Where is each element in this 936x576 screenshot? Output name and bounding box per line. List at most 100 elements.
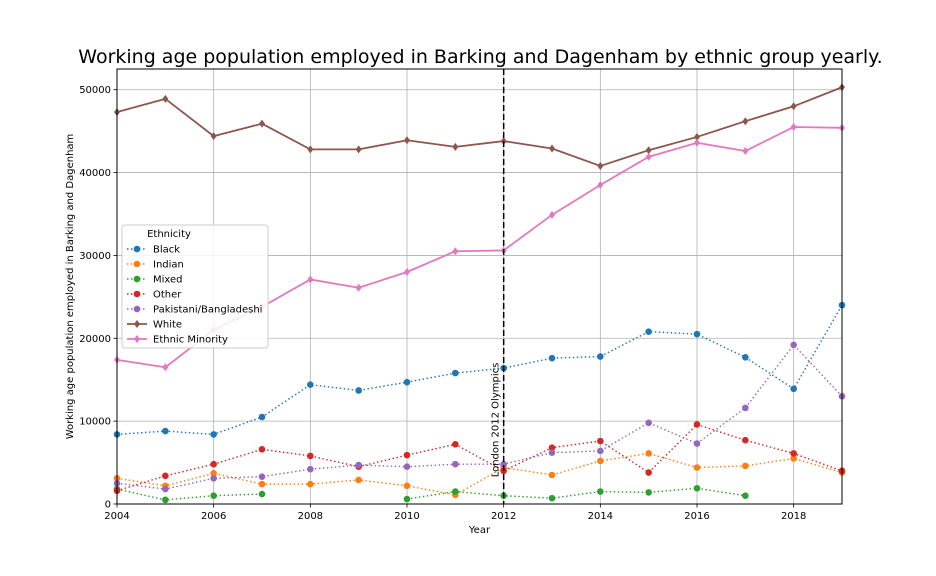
legend-item: Mixed	[127, 275, 183, 286]
data-point	[258, 473, 266, 480]
data-point	[258, 480, 266, 488]
x-tick-label: 2018	[781, 511, 806, 522]
data-point	[694, 138, 700, 147]
data-point	[694, 132, 700, 141]
y-axis-label: Working age population employed in Barki…	[65, 134, 76, 440]
data-point	[742, 117, 749, 126]
data-point	[133, 305, 141, 313]
series-line	[116, 304, 843, 436]
data-point	[549, 210, 555, 219]
data-point	[258, 446, 266, 453]
data-point	[307, 381, 314, 388]
data-point	[548, 444, 556, 451]
legend-item: Black	[127, 245, 180, 256]
legend-label: Other	[153, 290, 182, 301]
series-line	[116, 343, 843, 490]
data-point	[500, 460, 507, 468]
data-point	[742, 436, 749, 444]
data-point	[548, 471, 556, 479]
axis-ticks: 2004 2006 2008 2010 2012 2014 2016 2018 0 10000 20…	[79, 85, 806, 522]
data-point	[355, 387, 362, 394]
data-point	[162, 496, 169, 504]
series-line	[116, 423, 843, 492]
legend-box	[121, 224, 269, 349]
data-point	[404, 136, 410, 145]
data-point	[549, 144, 555, 153]
data-point	[742, 354, 749, 361]
data-point	[645, 152, 652, 161]
data-point	[597, 181, 604, 189]
legend-label: Pakistani/Bangladeshi	[153, 305, 262, 316]
data-point	[162, 94, 169, 103]
data-point	[548, 449, 556, 456]
data-point	[133, 245, 141, 253]
chart-title: Working age population employed in Barki…	[78, 46, 882, 68]
data-point	[133, 275, 141, 283]
x-tick-label: 2004	[104, 511, 129, 522]
data-point	[790, 455, 797, 462]
data-point	[597, 488, 604, 495]
data-point	[452, 488, 459, 495]
series-mixed	[113, 484, 749, 504]
data-point	[645, 328, 652, 335]
data-point	[355, 461, 362, 469]
legend-item: Ethnic Minority	[127, 335, 228, 346]
legend-label: Black	[153, 245, 180, 256]
data-point	[355, 283, 362, 292]
data-point	[742, 147, 749, 156]
data-point	[210, 475, 217, 482]
data-point	[742, 404, 749, 412]
data-point	[403, 482, 411, 490]
data-point	[162, 472, 169, 480]
data-point	[210, 132, 217, 141]
data-point	[258, 413, 266, 421]
data-point	[133, 260, 141, 268]
data-point	[307, 452, 314, 460]
legend-item: White	[127, 320, 182, 331]
data-point	[452, 460, 459, 468]
data-point	[790, 341, 797, 349]
legend-label: Mixed	[153, 275, 183, 286]
data-point	[548, 494, 556, 502]
data-point	[210, 492, 217, 500]
data-point	[693, 330, 701, 338]
series-line	[406, 487, 746, 500]
y-tick-label: 30000	[79, 251, 111, 262]
data-point	[790, 385, 797, 393]
data-point	[790, 450, 797, 457]
data-point	[645, 489, 652, 496]
data-point	[645, 450, 652, 457]
data-point	[210, 431, 217, 438]
legend-label: Indian	[153, 260, 184, 271]
y-tick-label: 50000	[79, 85, 111, 96]
data-point	[452, 441, 459, 448]
data-point	[452, 247, 459, 256]
data-point	[693, 484, 701, 492]
data-point	[790, 123, 797, 131]
series-white	[114, 83, 845, 170]
data-point	[597, 161, 604, 170]
data-point	[134, 335, 140, 343]
series-pakistani-bangladeshi	[113, 341, 846, 493]
data-point	[307, 480, 314, 488]
legend: Ethnicity Black Indian Mixed Other Pakistani…	[121, 224, 269, 349]
data-point	[548, 354, 556, 362]
x-tick-label: 2008	[298, 511, 323, 522]
data-point	[403, 378, 411, 386]
x-tick-label: 2016	[684, 511, 709, 522]
data-point	[403, 451, 411, 459]
data-point	[162, 363, 169, 372]
legend-title: Ethnicity	[147, 229, 191, 240]
x-tick-label: 2010	[394, 511, 419, 522]
legend-label: Ethnic Minority	[153, 335, 228, 346]
series-line	[116, 86, 843, 167]
data-point	[355, 145, 362, 154]
data-point	[258, 490, 266, 498]
data-point	[404, 268, 410, 276]
y-tick-label: 20000	[79, 334, 111, 345]
x-tick-label: 2014	[588, 511, 613, 522]
y-tick-label: 10000	[79, 417, 111, 428]
plot-area	[116, 68, 843, 505]
y-tick-label: 40000	[79, 168, 111, 179]
